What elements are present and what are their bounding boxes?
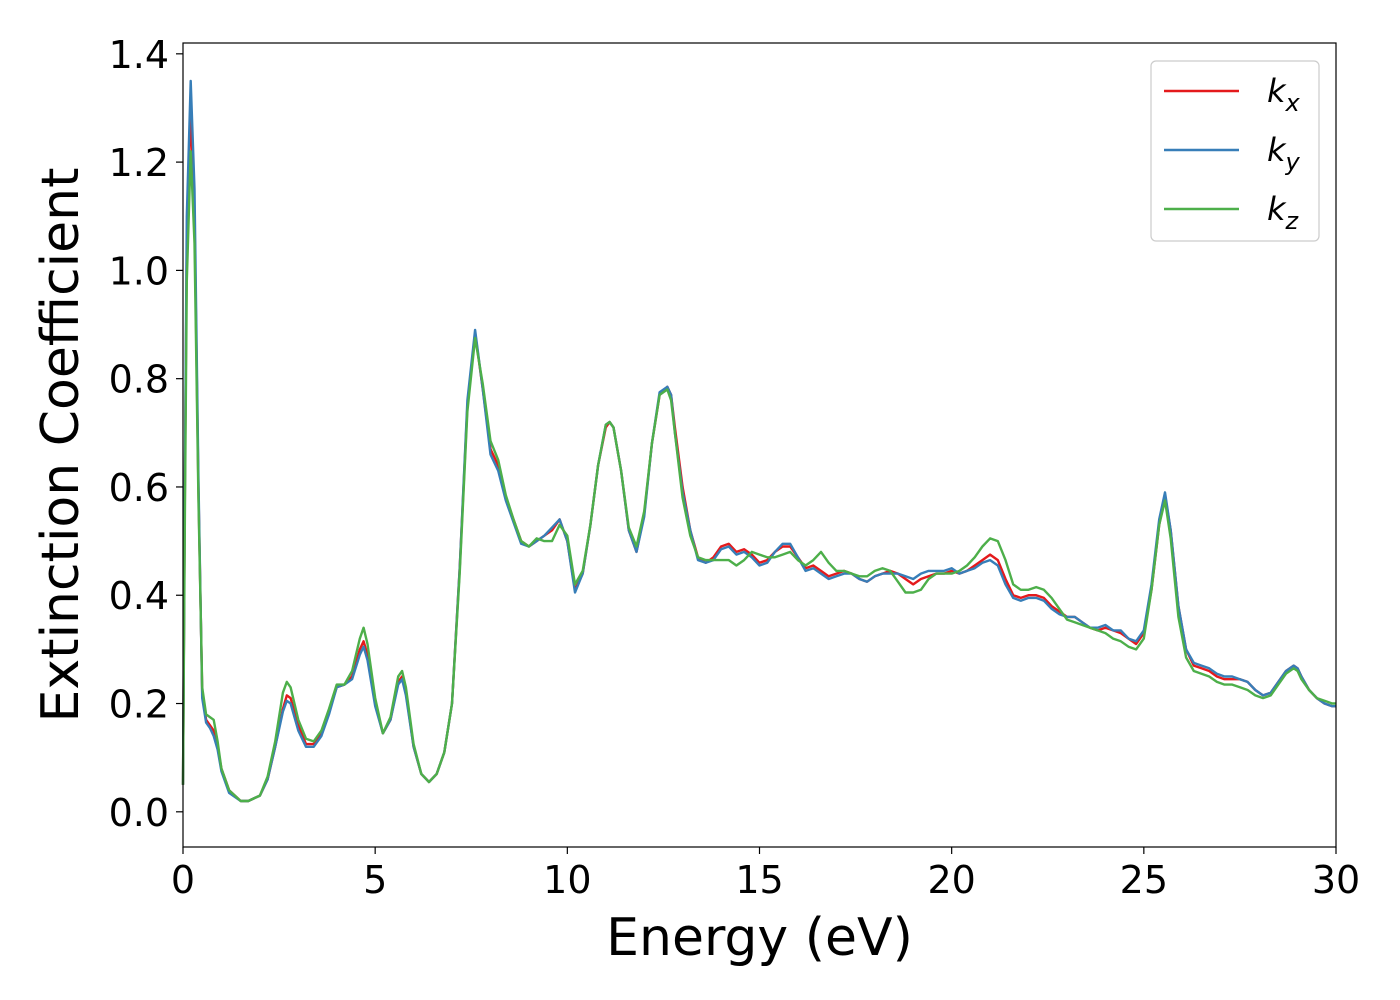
y-tick-label: 1.2: [109, 141, 169, 185]
y-tick-label: 0.4: [109, 574, 169, 618]
series-layer: [181, 79, 1336, 803]
x-axis: 0 5 10 15 20 25 30: [171, 847, 1360, 902]
y-axis-title: Extinction Coefficient: [31, 168, 91, 723]
y-axis: 0.0 0.2 0.4 0.6 0.8 1.0 1.2 1.4: [109, 33, 183, 835]
series-line-kz: [181, 150, 1336, 803]
y-tick-label: 1.0: [109, 249, 169, 293]
x-tick-label: 30: [1312, 858, 1360, 902]
y-tick-label: 0.2: [109, 683, 169, 727]
y-tick-label: 0.8: [109, 358, 169, 402]
y-tick-label: 0.6: [109, 466, 169, 510]
x-tick-label: 0: [171, 858, 195, 902]
x-tick-label: 25: [1120, 858, 1168, 902]
x-tick-label: 20: [927, 858, 975, 902]
y-tick-label: 0.0: [109, 791, 169, 835]
y-tick-label: 1.4: [109, 33, 169, 77]
x-tick-label: 5: [363, 858, 387, 902]
x-tick-label: 10: [543, 858, 591, 902]
x-tick-label: 15: [735, 858, 783, 902]
x-axis-title: Energy (eV): [606, 908, 913, 968]
